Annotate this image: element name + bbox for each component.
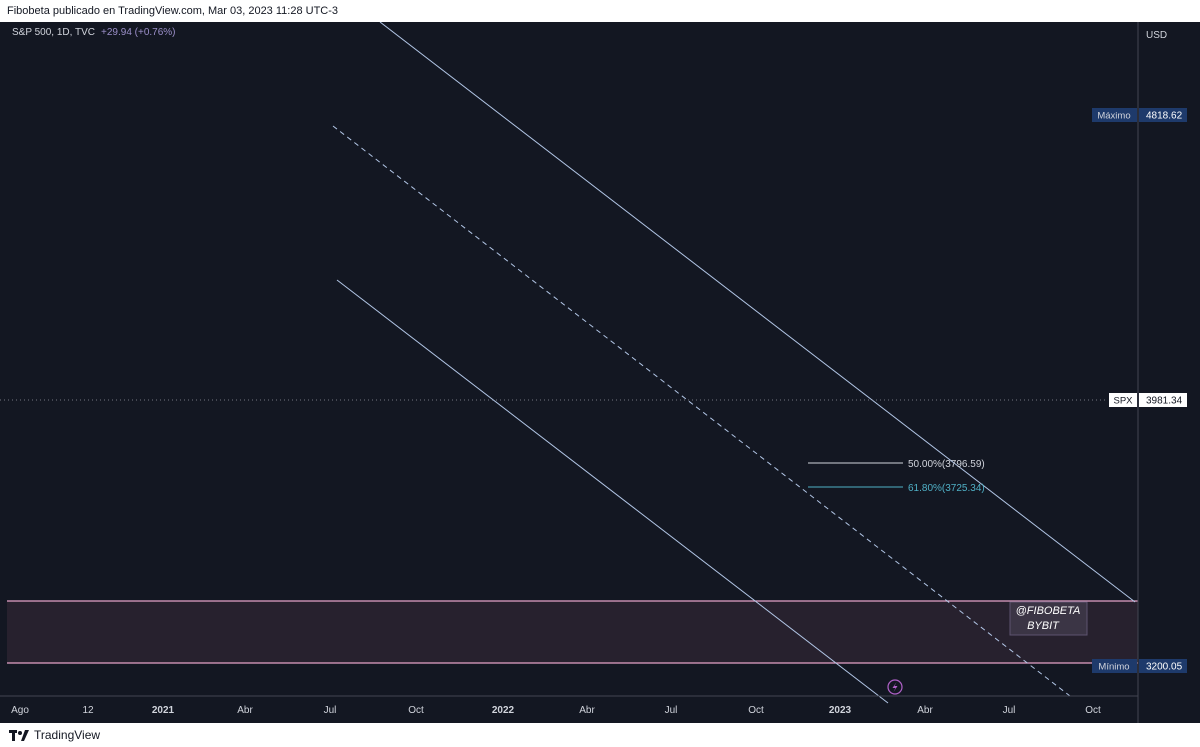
publish-header-text: Fibobeta publicado en TradingView.com, M… [7, 5, 339, 17]
time-axis-tick: Abr [579, 705, 595, 716]
symbol-title: S&P 500, 1D, TVC [12, 27, 96, 38]
time-axis-tick: Abr [237, 705, 253, 716]
time-axis-tick: Ago [11, 705, 29, 716]
publish-header: Fibobeta publicado en TradingView.com, M… [0, 0, 1200, 22]
channel-upper-line[interactable] [379, 22, 1136, 603]
time-axis-tick: Jul [324, 705, 337, 716]
fib-50-label: 50.00%(3796.59) [908, 459, 985, 470]
max-badge-label-bg [1092, 108, 1137, 122]
time-axis-tick: Oct [748, 705, 764, 716]
watermark-box [1009, 601, 1088, 636]
max-badge-label: Máximo [1097, 111, 1130, 122]
price-axis-currency: USD [1146, 30, 1167, 41]
tradingview-logo-icon [9, 729, 29, 741]
watermark: @FIBOBETA BYBIT [1009, 601, 1088, 636]
min-badge-label-bg [1092, 659, 1137, 673]
time-axis-tick: Oct [1085, 705, 1101, 716]
time-axis-tick: Oct [408, 705, 424, 716]
watermark-line1: @FIBOBETA [1016, 605, 1081, 617]
chart-svg[interactable]: 50.00%(3796.59) 61.80%(3725.34) @FIBOBETA B… [0, 22, 1200, 723]
footer-brand: TradingView [34, 728, 101, 742]
min-badge-label: Mínimo [1098, 662, 1129, 673]
last-price-bg [1139, 393, 1187, 407]
lightning-icon [892, 682, 898, 692]
last-symbol-bg [1109, 393, 1137, 407]
min-badge-value-bg [1139, 659, 1187, 673]
price-axis-bg [1138, 22, 1200, 723]
min-badge-value: 3200.05 [1146, 662, 1183, 673]
fib-618-label: 61.80%(3725.34) [908, 483, 985, 494]
max-badge-value: 4818.62 [1146, 111, 1183, 122]
price-change: +29.94 (+0.76%) [101, 27, 176, 38]
time-axis-tick: 2022 [492, 705, 515, 716]
time-axis-tick: Abr [917, 705, 933, 716]
watermark-line2: BYBIT [1027, 620, 1060, 632]
time-axis-tick: 12 [82, 705, 94, 716]
support-zone[interactable] [7, 601, 1138, 663]
time-axis-tick: 2021 [152, 705, 175, 716]
last-price-value: 3981.34 [1146, 396, 1183, 407]
channel-mid-line[interactable] [332, 125, 1071, 697]
channel-lower-line[interactable] [336, 279, 889, 704]
symbol-legend: S&P 500, 1D, TVC +29.94 (+0.76%) [12, 27, 176, 38]
time-axis-tick: Jul [1003, 705, 1016, 716]
time-axis-tick: 2023 [829, 705, 852, 716]
last-symbol-label: SPX [1113, 396, 1133, 407]
event-marker-icon[interactable] [887, 679, 903, 695]
max-badge-value-bg [1139, 108, 1187, 122]
footer-bar: TradingView [0, 723, 1200, 747]
time-axis-tick: Jul [665, 705, 678, 716]
chart-area[interactable]: 50.00%(3796.59) 61.80%(3725.34) @FIBOBETA B… [0, 22, 1200, 723]
